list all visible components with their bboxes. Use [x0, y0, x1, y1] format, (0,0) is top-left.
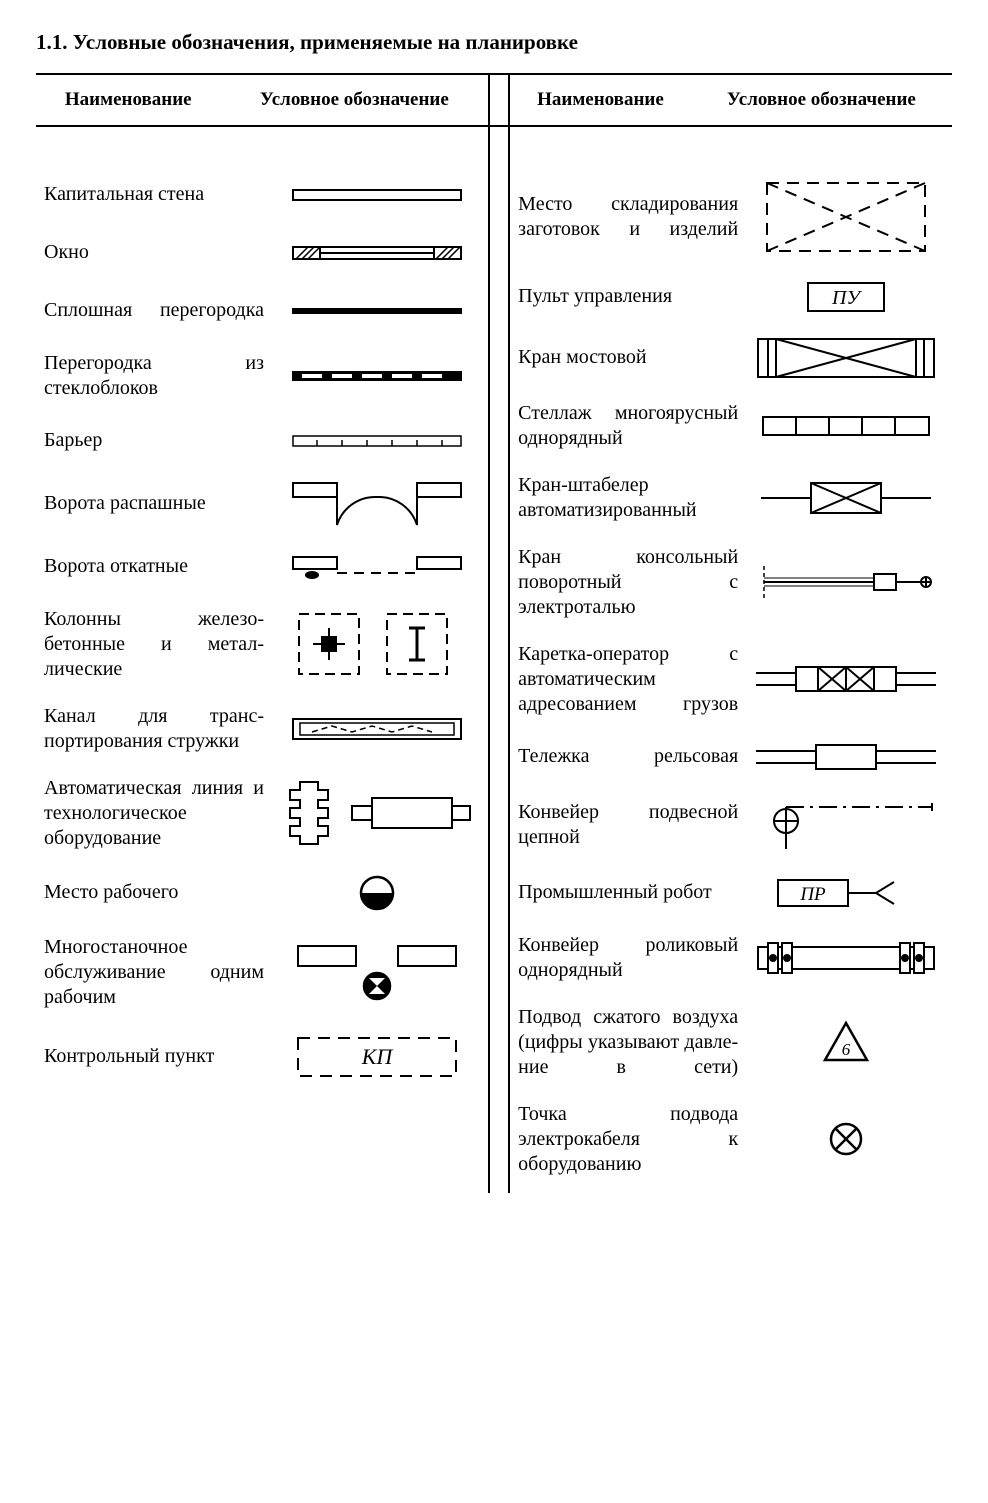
- row-capital-wall: Капитальная сте­на: [44, 177, 480, 213]
- symbol-barrier: [274, 423, 480, 459]
- label: Тележка рельсо­вая: [518, 744, 738, 769]
- label: Кран-штабелер автоматизирован­ный: [518, 473, 738, 523]
- symbol-solid-partition: [274, 293, 480, 329]
- row-chip-channel: Канал для транс­портирования стружки: [44, 704, 480, 754]
- symbol-stacker-crane: [748, 480, 944, 516]
- label: Сплошная перегородка: [44, 298, 264, 323]
- air-text: 6: [842, 1040, 851, 1059]
- label: Ворота откатные: [44, 554, 264, 579]
- row-roller-conveyor: Конвейер ролико­вый однорядный: [518, 933, 944, 983]
- label: Окно: [44, 240, 264, 265]
- row-barrier: Барьер: [44, 423, 480, 459]
- kp-text: КП: [361, 1044, 394, 1069]
- header-divider: [489, 74, 509, 126]
- header-symbol-1: Условное обозначение: [220, 74, 489, 126]
- label: Перегородка из стеклоблоков: [44, 351, 264, 401]
- symbol-rail-cart: [748, 739, 944, 775]
- label: Барьер: [44, 428, 264, 453]
- row-carriage-operator: Каретка-оператор с автоматическим адресо…: [518, 642, 944, 717]
- row-jib-crane: Кран консоль­ный поворотный с электротал…: [518, 545, 944, 620]
- symbol-compressed-air: 6: [748, 1020, 944, 1064]
- body-divider: [489, 126, 509, 1193]
- section-title: 1.1. Условные обозначения, применяемые н…: [36, 30, 952, 55]
- row-control-panel: Пульт управления ПУ: [518, 279, 944, 315]
- row-sliding-gate: Ворота откатные: [44, 549, 480, 585]
- label: Канал для транс­портирования стружки: [44, 704, 264, 754]
- label: Кран консоль­ный поворотный с электротал…: [518, 545, 738, 620]
- row-multi-machine: Многостаночное обслуживание одним рабочи…: [44, 935, 480, 1010]
- row-rail-cart: Тележка рельсо­вая: [518, 739, 944, 775]
- pu-text: ПУ: [831, 287, 862, 309]
- row-robot: Промышленный робот ПР: [518, 875, 944, 911]
- symbol-capital-wall: [274, 177, 480, 213]
- row-glass-block-partition: Перегородка из стеклоблоков: [44, 351, 480, 401]
- label: Многостаночное обслуживание одним рабочи…: [44, 935, 264, 1010]
- symbol-auto-line: [274, 776, 480, 850]
- row-worker-place: Место рабочего: [44, 873, 480, 913]
- legend-table: Наименование Условное обозначение Наимен…: [36, 73, 952, 1193]
- row-storage: Место складиро­вания заготовок и изделий: [518, 177, 944, 257]
- header-symbol-2: Условное обозначение: [691, 74, 952, 126]
- label: Место рабочего: [44, 880, 264, 905]
- row-stacker-crane: Кран-штабелер автоматизирован­ный: [518, 473, 944, 523]
- row-overhead-conveyor: Конвейер подвес­ной цепной: [518, 797, 944, 853]
- symbol-rack: [748, 408, 944, 444]
- symbol-window: [274, 235, 480, 271]
- row-control-point: Контрольный пункт КП: [44, 1032, 480, 1082]
- label: Контрольный пункт: [44, 1044, 264, 1069]
- symbol-glass-block: [274, 358, 480, 394]
- symbol-worker-place: [274, 873, 480, 913]
- symbol-control-point: КП: [274, 1032, 480, 1082]
- symbol-storage: [748, 177, 944, 257]
- row-solid-partition: Сплошная перегородка: [44, 293, 480, 329]
- symbol-multi-machine: [274, 940, 480, 1004]
- label: Стеллаж много­ярусный одноряд­ный: [518, 401, 738, 451]
- symbol-roller-conveyor: [748, 940, 944, 976]
- label: Конвейер ролико­вый однорядный: [518, 933, 738, 983]
- row-rack: Стеллаж много­ярусный одноряд­ный: [518, 401, 944, 451]
- label: Колонны железо­бетонные и метал­лические: [44, 607, 264, 682]
- symbol-jib-crane: [748, 562, 944, 602]
- row-cable-point: Точка подвода электрокабеля к оборудован…: [518, 1102, 944, 1177]
- symbol-sliding-gate: [274, 549, 480, 585]
- row-swing-gate: Ворота распашные: [44, 481, 480, 527]
- label: Кран мостовой: [518, 345, 738, 370]
- row-window: Окно: [44, 235, 480, 271]
- symbol-robot: ПР: [748, 875, 944, 911]
- label: Пульт управления: [518, 284, 738, 309]
- symbol-overhead-conveyor: [748, 797, 944, 853]
- pr-text: ПР: [799, 884, 826, 905]
- left-column: Капитальная сте­на Окно: [36, 127, 488, 1098]
- symbol-cable-point: [748, 1119, 944, 1159]
- row-columns: Колонны железо­бетонные и метал­лические: [44, 607, 480, 682]
- row-bridge-crane: Кран мостовой: [518, 337, 944, 379]
- right-column: Место складиро­вания заготовок и изделий…: [510, 127, 952, 1193]
- symbol-bridge-crane: [748, 337, 944, 379]
- label: Точка подвода электрокабеля к оборудован…: [518, 1102, 738, 1177]
- label: Подвод сжатого воздуха (цифры указывают …: [518, 1005, 738, 1080]
- row-auto-line: Автоматическая линия и техноло­гическое …: [44, 776, 480, 851]
- header-name-2: Наименование: [509, 74, 691, 126]
- label: Место складиро­вания заготовок и изделий: [518, 192, 738, 242]
- symbol-carriage-operator: [748, 661, 944, 697]
- label: Каретка-оператор с автоматическим адресо…: [518, 642, 738, 717]
- symbol-swing-gate: [274, 481, 480, 527]
- header-name-1: Наименование: [36, 74, 220, 126]
- label: Ворота распашные: [44, 491, 264, 516]
- label: Конвейер подвес­ной цепной: [518, 800, 738, 850]
- symbol-columns: [274, 610, 480, 678]
- symbol-chip-channel: [274, 711, 480, 747]
- symbol-control-panel: ПУ: [748, 279, 944, 315]
- label: Автоматическая линия и техноло­гическое …: [44, 776, 264, 851]
- label: Капитальная сте­на: [44, 182, 264, 207]
- row-compressed-air: Подвод сжатого воздуха (цифры указывают …: [518, 1005, 944, 1080]
- label: Промышленный робот: [518, 880, 738, 905]
